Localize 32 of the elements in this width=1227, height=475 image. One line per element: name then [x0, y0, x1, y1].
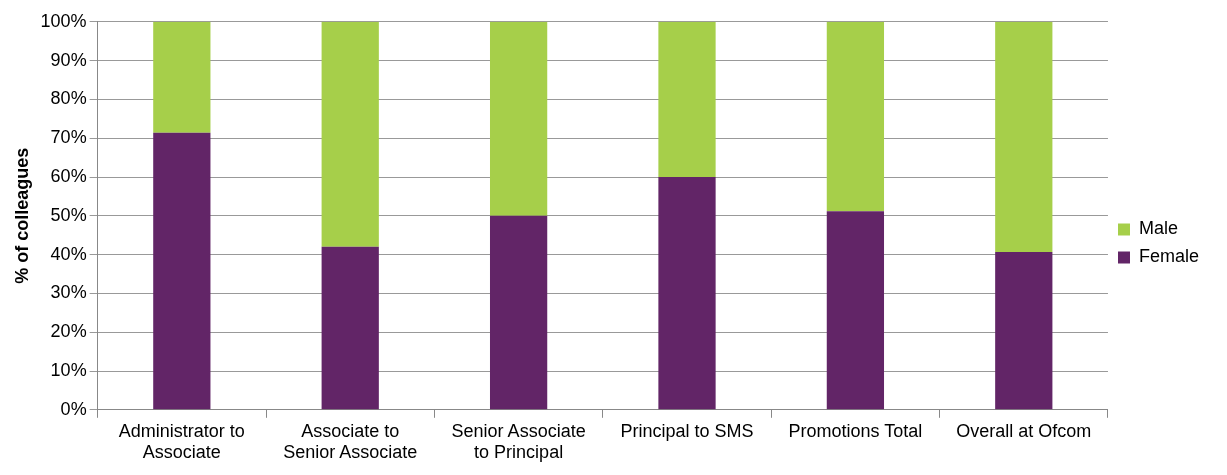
y-tick-label: 50% — [50, 204, 87, 225]
x-tick-label: Administrator to Associate — [118, 420, 245, 463]
y-tick-label: 10% — [50, 359, 87, 380]
x-tick-label: Senior Associate to Principal — [451, 420, 586, 463]
bar — [658, 21, 716, 177]
legend-label: Male — [1138, 218, 1178, 239]
bar — [826, 211, 885, 410]
x-tick-label: Overall at Ofcom — [956, 420, 1092, 441]
y-tick-label: 80% — [50, 88, 87, 109]
legend-label: Female — [1138, 246, 1200, 267]
bar — [995, 251, 1053, 410]
y-tick-label: 20% — [50, 321, 87, 342]
bar — [153, 132, 211, 410]
bar — [321, 21, 379, 247]
bar — [153, 21, 211, 133]
bar — [489, 21, 548, 216]
y-tick-label: 90% — [50, 49, 87, 70]
y-tick-label: 40% — [50, 243, 87, 264]
y-tick-label: 100% — [40, 10, 87, 31]
y-axis-title: % of colleagues — [11, 147, 32, 284]
bar — [995, 21, 1053, 252]
bar — [489, 215, 548, 410]
y-tick-label: 60% — [50, 165, 87, 186]
y-tick-label: 70% — [50, 127, 87, 148]
bar — [658, 177, 716, 410]
bar — [321, 246, 379, 410]
y-tick-label: 30% — [50, 282, 87, 303]
x-tick-label: Promotions Total — [788, 420, 923, 441]
bar — [826, 21, 885, 212]
x-tick-label: Principal to SMS — [620, 420, 754, 441]
x-tick-label: Associate to Senior Associate — [283, 420, 418, 463]
y-tick-label: 0% — [60, 398, 87, 419]
